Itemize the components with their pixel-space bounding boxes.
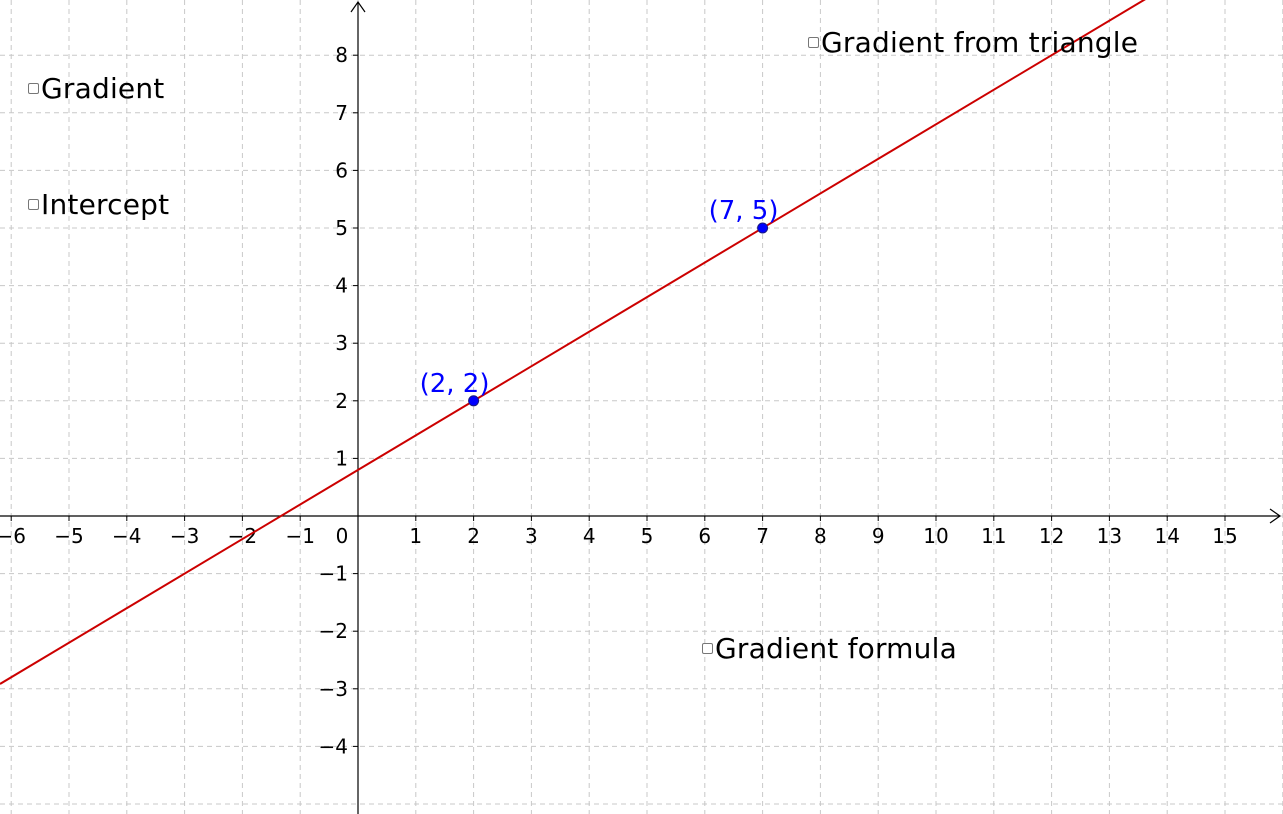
y-tick-label: 8 [335, 43, 348, 67]
x-tick-label: −6 [0, 524, 26, 548]
gradient-from-triangle-checkbox-label: Gradient from triangle [821, 26, 1139, 59]
x-tick-label: 7 [756, 524, 769, 548]
x-tick-label: 6 [698, 524, 711, 548]
gradient-formula-checkbox-label: Gradient formula [715, 632, 957, 665]
y-axis-tick-labels: 1 2 3 4 5 6 7 8 −1 −2 −3 −4 [319, 43, 358, 758]
gradient-formula-checkbox-box[interactable] [702, 643, 713, 654]
y-tick-label: 4 [335, 274, 348, 298]
linear-function-line[interactable] [0, 0, 1283, 685]
point-marker[interactable] [468, 395, 480, 407]
y-tick-label: 6 [335, 158, 348, 182]
gradient-checkbox[interactable]: Gradient [28, 72, 164, 105]
x-tick-label: 9 [872, 524, 885, 548]
x-tick-label: 13 [1097, 524, 1122, 548]
intercept-checkbox[interactable]: Intercept [28, 188, 169, 221]
x-tick-label: 14 [1154, 524, 1179, 548]
gradient-checkbox-label: Gradient [41, 72, 165, 105]
x-tick-label: 3 [525, 524, 538, 548]
x-tick-label: −5 [54, 524, 83, 548]
x-tick-label: 1 [409, 524, 422, 548]
points: (2, 2) (7, 5) [420, 196, 779, 407]
y-tick-label: −2 [319, 619, 348, 643]
x-tick-label: 12 [1039, 524, 1064, 548]
x-axis-arrow-icon [1269, 508, 1282, 524]
y-tick-label: 3 [335, 331, 348, 355]
x-tick-label: 10 [923, 524, 948, 548]
x-tick-label: 2 [467, 524, 480, 548]
x-tick-label: −1 [285, 524, 314, 548]
point-label: (2, 2) [420, 369, 490, 399]
x-tick-label: 0 [336, 524, 349, 548]
intercept-checkbox-box[interactable] [28, 199, 39, 210]
gradient-checkbox-box[interactable] [28, 83, 39, 94]
x-tick-label: −4 [112, 524, 141, 548]
x-tick-label: 5 [641, 524, 654, 548]
point-marker[interactable] [757, 222, 769, 234]
y-tick-label: 1 [335, 446, 348, 470]
y-tick-label: 5 [335, 216, 348, 240]
point-label: (7, 5) [709, 196, 779, 226]
y-tick-label: 7 [335, 101, 348, 125]
y-axis-arrow-icon [350, 0, 366, 13]
x-tick-label: 8 [814, 524, 827, 548]
y-tick-label: −4 [319, 734, 348, 758]
x-tick-label: 11 [981, 524, 1006, 548]
y-tick-label: −3 [319, 677, 348, 701]
x-tick-label: 4 [583, 524, 596, 548]
intercept-checkbox-label: Intercept [41, 188, 170, 221]
gradient-from-triangle-checkbox[interactable]: Gradient from triangle [808, 26, 1138, 59]
y-tick-label: −1 [319, 562, 348, 586]
x-tick-label: −3 [170, 524, 199, 548]
x-axis-tick-labels: −6 −5 −4 −3 −2 −1 0 1 2 3 4 5 6 7 8 9 10 11 12 13 14 15 [0, 516, 1238, 548]
x-tick-label: 15 [1212, 524, 1237, 548]
gradient-formula-checkbox[interactable]: Gradient formula [702, 632, 957, 665]
gradient-from-triangle-checkbox-box[interactable] [808, 37, 819, 48]
y-tick-label: 2 [335, 389, 348, 413]
